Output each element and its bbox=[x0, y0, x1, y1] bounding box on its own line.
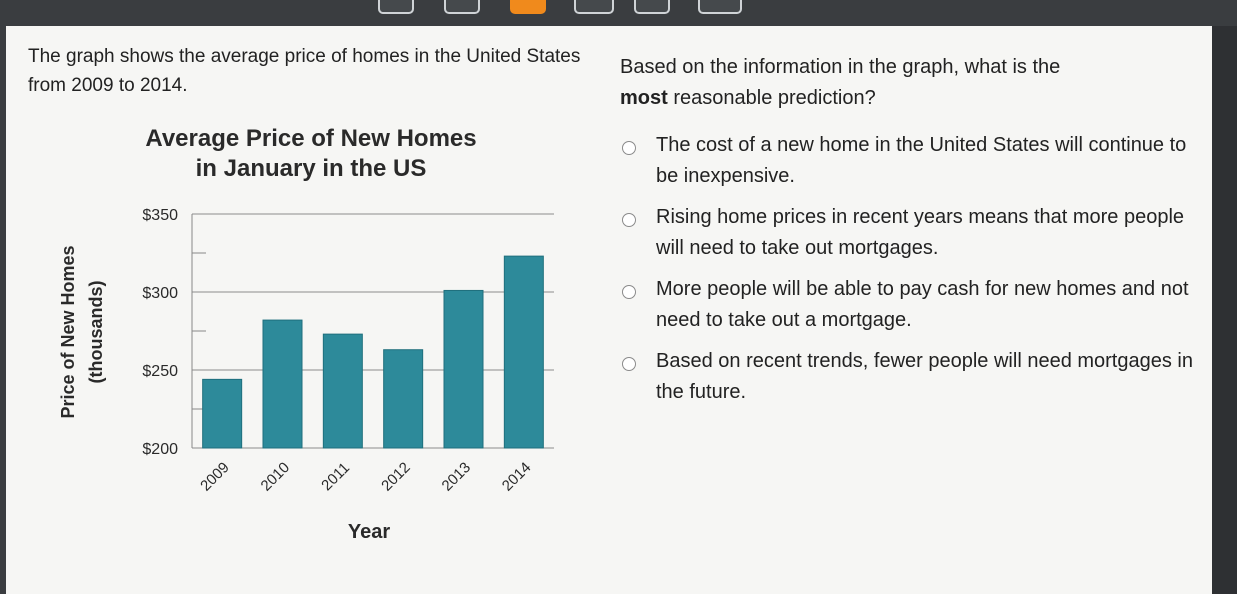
bar-2011 bbox=[322, 333, 363, 449]
answer-option-text[interactable]: The cost of a new home in the United Sta… bbox=[656, 134, 1187, 187]
answer-option-1[interactable]: The cost of a new home in the United Sta… bbox=[622, 134, 1207, 208]
answer-option-text[interactable]: More people will be able to pay cash for… bbox=[656, 278, 1189, 331]
chart-title-line-2: in January in the US bbox=[195, 155, 427, 182]
window-edge bbox=[1212, 26, 1237, 594]
bar-2009 bbox=[202, 378, 243, 449]
y-tick-label: $250 bbox=[142, 363, 178, 380]
y-tick-label: $200 bbox=[142, 441, 178, 458]
bar-2013 bbox=[443, 289, 484, 449]
y-tick-label: $350 bbox=[142, 207, 178, 224]
bar-2012 bbox=[383, 349, 424, 449]
x-tick-label: 2010 bbox=[258, 459, 294, 495]
y-axis-subtitle: (thousands) bbox=[86, 281, 106, 384]
y-axis-title: Price of New Homes bbox=[58, 245, 78, 418]
x-tick-label: 2012 bbox=[378, 459, 414, 495]
x-axis-title: Year bbox=[348, 521, 390, 543]
chart-title: Average Price of New Homes in January in… bbox=[106, 124, 516, 184]
question-prompt: The graph shows the average price of hom… bbox=[28, 46, 581, 96]
y-tick-label: $300 bbox=[142, 285, 178, 302]
question-nav-button[interactable] bbox=[698, 0, 742, 14]
answer-option-4[interactable]: Based on recent trends, fewer people wil… bbox=[622, 350, 1207, 424]
question-text: Based on the information in the graph, w… bbox=[620, 52, 1180, 114]
answer-option-2[interactable]: Rising home prices in recent years means… bbox=[622, 206, 1207, 280]
x-tick-label: 2014 bbox=[499, 459, 535, 495]
question-nav-button[interactable] bbox=[574, 0, 614, 14]
radio-button[interactable] bbox=[622, 213, 636, 227]
bar-2010 bbox=[262, 319, 303, 449]
chart-plot-area: $200 $250 $300 $350 2009 2010 2011 2012 2013 2014… bbox=[58, 207, 554, 543]
question-emphasis: most bbox=[620, 87, 668, 109]
answer-option-text[interactable]: Based on recent trends, fewer people wil… bbox=[656, 350, 1193, 403]
question-nav-button-current[interactable] bbox=[510, 0, 546, 14]
answer-options: The cost of a new home in the United Sta… bbox=[622, 134, 1207, 424]
question-nav-button[interactable] bbox=[634, 0, 670, 14]
top-navigation-bar bbox=[0, 0, 1237, 26]
answer-option-text[interactable]: Rising home prices in recent years means… bbox=[656, 206, 1185, 259]
x-tick-label: 2013 bbox=[439, 459, 475, 495]
question-lead: Based on the information in the graph, w… bbox=[620, 56, 1061, 78]
question-rest: reasonable prediction? bbox=[673, 87, 876, 109]
x-tick-label: 2009 bbox=[197, 459, 233, 495]
radio-button[interactable] bbox=[622, 357, 636, 371]
question-nav-button[interactable] bbox=[444, 0, 480, 14]
answer-option-3[interactable]: More people will be able to pay cash for… bbox=[622, 278, 1207, 352]
radio-button[interactable] bbox=[622, 285, 636, 299]
question-nav-button[interactable] bbox=[378, 0, 414, 14]
question-panel: The graph shows the average price of hom… bbox=[6, 26, 1212, 594]
bar-chart: $200 $250 $300 $350 2009 2010 2011 2012 2013 2014… bbox=[58, 207, 554, 543]
x-tick-label: 2011 bbox=[318, 459, 353, 494]
chart-title-line-1: Average Price of New Homes bbox=[145, 125, 477, 152]
bar-2014 bbox=[503, 255, 544, 449]
radio-button[interactable] bbox=[622, 141, 636, 155]
